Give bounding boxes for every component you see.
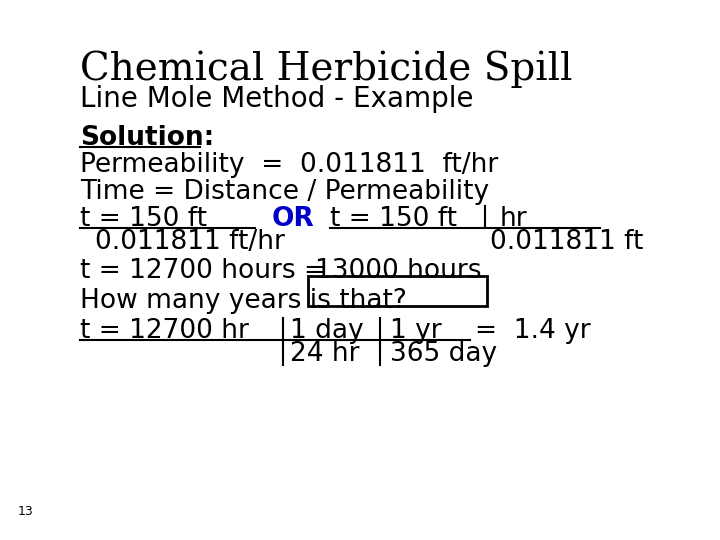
Text: Chemical Herbicide Spill: Chemical Herbicide Spill (80, 50, 572, 87)
Text: hr: hr (500, 206, 528, 232)
Text: t = 150 ft: t = 150 ft (80, 206, 207, 232)
Text: t = 12700 hr: t = 12700 hr (80, 318, 249, 344)
Text: Line Mole Method - Example: Line Mole Method - Example (80, 85, 474, 113)
Text: t = 12700 hours =: t = 12700 hours = (80, 258, 334, 284)
Text: Permeability  =  0.011811  ft/hr: Permeability = 0.011811 ft/hr (80, 152, 498, 178)
FancyBboxPatch shape (308, 276, 487, 306)
Text: 13: 13 (18, 505, 34, 518)
Text: 1 day: 1 day (290, 318, 364, 344)
Text: t = 150 ft: t = 150 ft (330, 206, 457, 232)
Text: 1 yr: 1 yr (390, 318, 441, 344)
Text: Time = Distance / Permeability: Time = Distance / Permeability (80, 179, 489, 205)
Text: Solution:: Solution: (80, 125, 215, 151)
Text: How many years is that?: How many years is that? (80, 288, 407, 314)
Text: =  1.4 yr: = 1.4 yr (475, 318, 590, 344)
Text: 13000 hours: 13000 hours (315, 258, 482, 284)
Text: 365 day: 365 day (390, 341, 497, 367)
Text: 0.011811 ft/hr: 0.011811 ft/hr (95, 229, 285, 255)
Text: OR: OR (272, 206, 315, 232)
Text: 24 hr: 24 hr (290, 341, 359, 367)
Text: 0.011811 ft: 0.011811 ft (490, 229, 644, 255)
